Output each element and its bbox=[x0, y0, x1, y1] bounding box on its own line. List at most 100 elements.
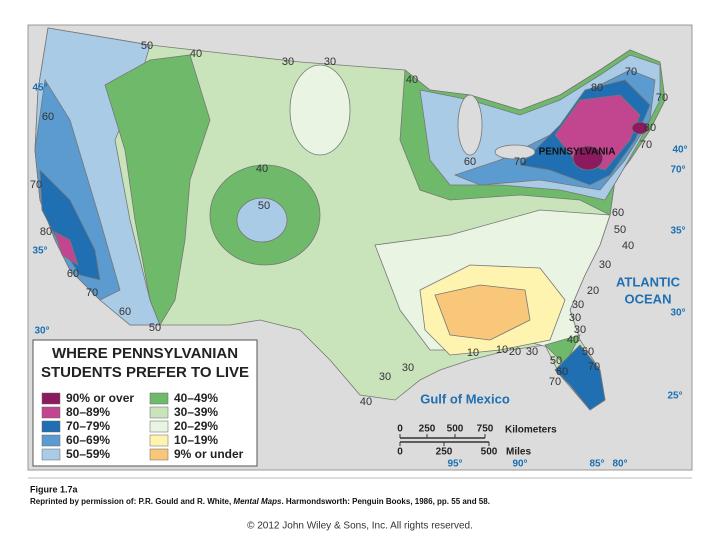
region-90 bbox=[572, 145, 604, 171]
state-label: PENNSYLVANIA bbox=[539, 147, 616, 158]
contour-label: 60 bbox=[464, 156, 476, 168]
contour-label: 40 bbox=[567, 334, 579, 346]
contour-label: 50 bbox=[582, 346, 594, 358]
graticule-label: 90° bbox=[512, 459, 527, 470]
legend-swatch bbox=[41, 448, 61, 461]
contour-label: 80 bbox=[40, 226, 52, 238]
contour-label: 30 bbox=[599, 259, 611, 271]
contour-label: 70 bbox=[30, 179, 42, 191]
region-80 bbox=[54, 231, 79, 266]
scale-label: 500 bbox=[481, 447, 498, 458]
ocean-label: OCEAN bbox=[625, 291, 672, 306]
contour-label: 60 bbox=[119, 306, 131, 318]
contour-label: 40 bbox=[360, 396, 372, 408]
graticule-label: 25° bbox=[667, 391, 682, 402]
scale-label: 250 bbox=[436, 447, 453, 458]
legend-label: 10–19% bbox=[174, 433, 218, 447]
contour-label: 20 bbox=[587, 285, 599, 297]
legend-label: 90% or over bbox=[66, 391, 134, 405]
legend-label: 70–79% bbox=[66, 419, 110, 433]
contour-label: 40 bbox=[256, 163, 268, 175]
legend-swatch bbox=[149, 406, 169, 419]
contour-label: 20 bbox=[509, 346, 521, 358]
lake bbox=[457, 94, 483, 156]
contour-label: 70 bbox=[588, 361, 600, 373]
graticule-label: 95° bbox=[447, 459, 462, 470]
credit-part: Reprinted by permission of: P.R. Gould a… bbox=[30, 497, 233, 506]
scale-label: 0 bbox=[397, 447, 403, 458]
contour-label: 10 bbox=[496, 344, 508, 356]
contour-label: 10 bbox=[467, 347, 479, 359]
region-9 bbox=[434, 284, 531, 341]
legend-label: 30–39% bbox=[174, 405, 218, 419]
scale-label: 250 bbox=[419, 424, 436, 435]
contour-label: 80 bbox=[591, 82, 603, 94]
contour-label: 70 bbox=[625, 66, 637, 78]
legend-swatch bbox=[41, 406, 61, 419]
legend-swatch bbox=[149, 392, 169, 405]
legend-swatch bbox=[149, 448, 169, 461]
contour-label: 50 bbox=[258, 200, 270, 212]
graticule-label: 45° bbox=[32, 83, 47, 94]
region-60 bbox=[34, 78, 121, 301]
scale-label: 0 bbox=[397, 424, 403, 435]
graticule-label: 30° bbox=[670, 308, 685, 319]
contour-label: 30 bbox=[379, 371, 391, 383]
region-40 bbox=[544, 334, 581, 366]
contour-label: 60 bbox=[42, 111, 54, 123]
region-90 bbox=[631, 121, 649, 135]
credit-part: . Harmondsworth: Penguin Books, 1986, pp… bbox=[281, 497, 490, 506]
graticule-label: 70° bbox=[670, 165, 685, 176]
legend-label: 50–59% bbox=[66, 447, 110, 461]
contour-label: 50 bbox=[149, 322, 161, 334]
legend-title: STUDENTS PREFER TO LIVE bbox=[41, 364, 249, 381]
region-20 bbox=[289, 64, 351, 156]
scale-unit: Miles bbox=[506, 447, 531, 458]
contour-label: 30 bbox=[324, 56, 336, 68]
contour-label: 30 bbox=[574, 324, 586, 336]
legend-label: 20–29% bbox=[174, 419, 218, 433]
scale-label: 500 bbox=[447, 424, 464, 435]
contour-label: 70 bbox=[86, 287, 98, 299]
gulf-label: Gulf of Mexico bbox=[420, 391, 510, 406]
region-70 bbox=[554, 344, 606, 411]
region-40 bbox=[104, 54, 211, 326]
contour-label: 70 bbox=[549, 376, 561, 388]
graticule-label: 80° bbox=[612, 459, 627, 470]
legend-label: 80–89% bbox=[66, 405, 110, 419]
graticule-label: 35° bbox=[32, 246, 47, 257]
credit-part: Mental Maps bbox=[233, 497, 282, 506]
figure-credit: Reprinted by permission of: P.R. Gould a… bbox=[30, 497, 490, 506]
contour-label: 60 bbox=[67, 268, 79, 280]
figure-number: Figure 1.7a bbox=[30, 484, 79, 494]
contour-label: 70 bbox=[656, 92, 668, 104]
contour-label: 50 bbox=[141, 40, 153, 52]
legend-swatch bbox=[149, 434, 169, 447]
contour-label: 40 bbox=[622, 240, 634, 252]
legend-label: 9% or under bbox=[174, 447, 244, 461]
contour-label: 70 bbox=[514, 156, 526, 168]
legend-swatch bbox=[41, 434, 61, 447]
contour-label: 70 bbox=[640, 139, 652, 151]
contour-label: 80 bbox=[644, 122, 656, 134]
contour-regions bbox=[34, 27, 666, 411]
legend-box bbox=[32, 339, 258, 467]
legend-title: WHERE PENNSYLVANIAN bbox=[52, 345, 238, 362]
ocean-label: ATLANTIC bbox=[616, 274, 681, 289]
legend-swatch bbox=[41, 392, 61, 405]
legend-swatch bbox=[149, 420, 169, 433]
region-50 bbox=[236, 197, 288, 243]
contour-label: 30 bbox=[569, 312, 581, 324]
region-70 bbox=[39, 168, 101, 281]
contour-label: 30 bbox=[282, 56, 294, 68]
graticule-label: 30° bbox=[34, 326, 49, 337]
scale-label: 750 bbox=[477, 424, 494, 435]
legend-label: 60–69% bbox=[66, 433, 110, 447]
legend-label: 40–49% bbox=[174, 391, 218, 405]
contour-label: 30 bbox=[526, 346, 538, 358]
contour-label: 30 bbox=[402, 362, 414, 374]
legend-swatch bbox=[41, 420, 61, 433]
contour-label: 60 bbox=[612, 207, 624, 219]
lake bbox=[494, 144, 536, 160]
